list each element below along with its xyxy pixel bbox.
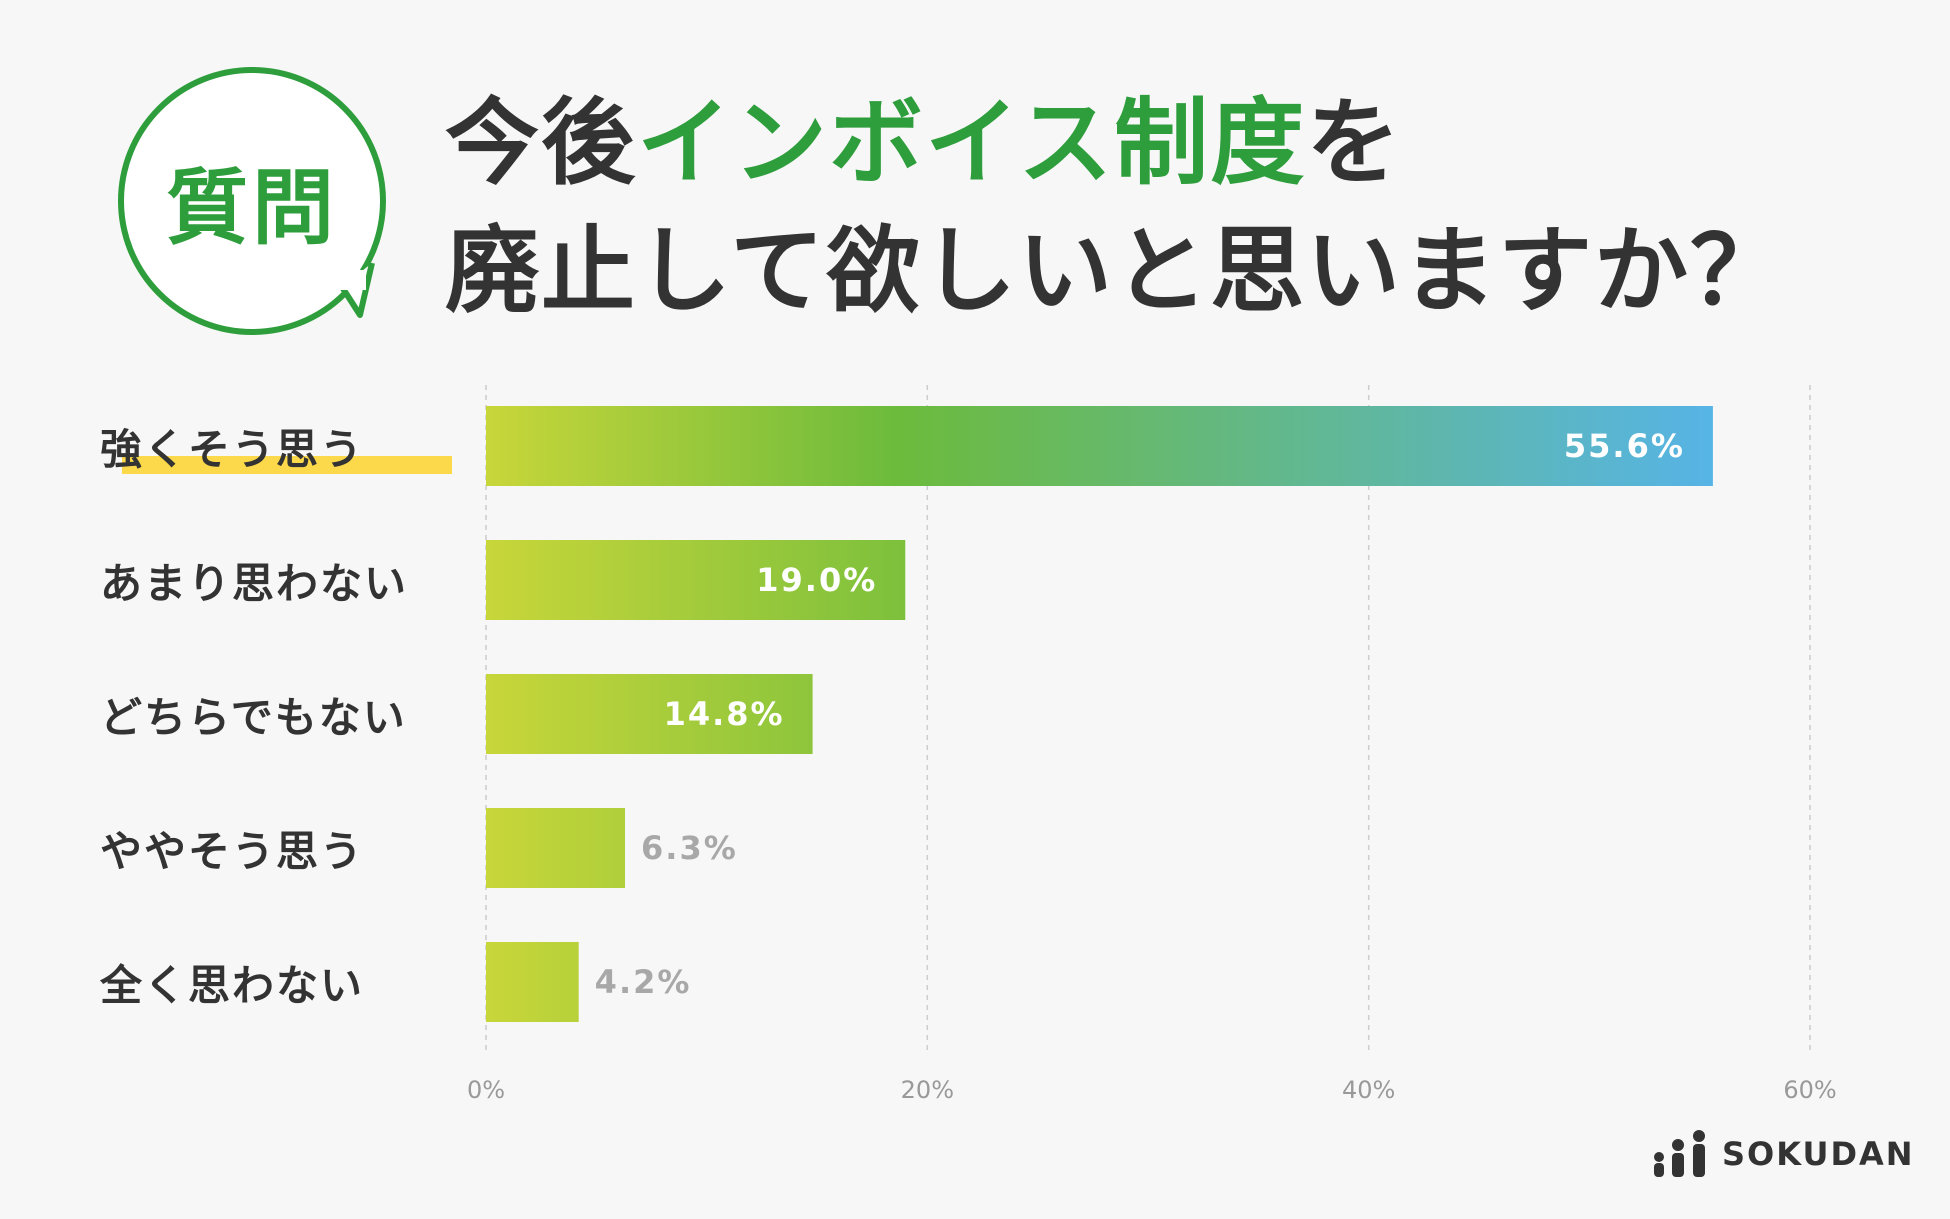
x-tick-label: 40% (1341, 1076, 1396, 1104)
sokudan-logo: SOKUDAN (1650, 1128, 1915, 1180)
title-highlight: インボイス制度 (637, 89, 1307, 198)
category-label-text: 強くそう思う (100, 424, 365, 474)
category-label-text: 全く思わない (100, 960, 365, 1010)
x-tick-label: 0% (466, 1076, 506, 1104)
category-label: ややそう思う (100, 808, 460, 888)
title-suffix: を (1306, 89, 1403, 198)
question-badge: 質問 (110, 65, 410, 345)
category-label-text: ややそう思う (100, 826, 365, 876)
sokudan-logo-icon (1654, 1130, 1705, 1177)
bar (486, 674, 813, 754)
category-highlight (122, 456, 452, 474)
category-label: あまり思わない (100, 540, 460, 620)
data-label: 4.2% (594, 963, 692, 1001)
category-label: 強くそう思う (100, 406, 460, 486)
title-line-1: 今後インボイス制度を (445, 80, 1905, 208)
title-line-2: 廃止して欲しいと思いますか？ (445, 217, 1787, 326)
data-label: 19.0% (756, 561, 878, 599)
bar (486, 540, 906, 620)
category-label-text: あまり思わない (100, 558, 409, 608)
logo-text: SOKUDAN (1722, 1135, 1915, 1173)
bar (486, 406, 1713, 486)
bar (486, 942, 579, 1022)
data-label: 14.8% (663, 695, 785, 733)
bar (486, 808, 626, 888)
data-label: 55.6% (1563, 427, 1685, 465)
x-tick-label: 20% (900, 1076, 954, 1104)
x-tick-label: 60% (1783, 1076, 1837, 1104)
chart-title: 今後インボイス制度を 廃止して欲しいと思いますか？ (445, 80, 1905, 336)
speech-bubble-icon (118, 67, 386, 335)
title-prefix: 今後 (445, 89, 638, 198)
data-label: 6.3% (641, 829, 738, 867)
badge-label: 質問 (165, 160, 338, 256)
category-label: 全く思わない (100, 942, 460, 1022)
category-label: どちらでもない (100, 674, 460, 754)
category-label-text: どちらでもない (100, 692, 407, 742)
